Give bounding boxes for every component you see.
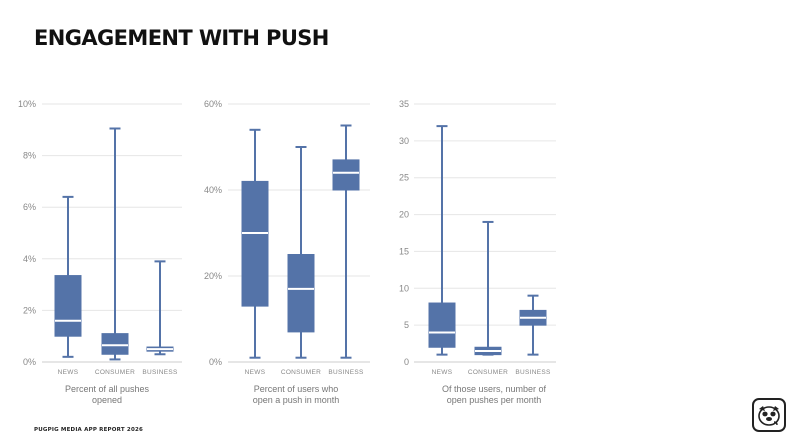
chart-caption: open pushes per month <box>447 395 542 405</box>
y-tick-label: 40% <box>204 185 222 195</box>
y-tick-label: 0% <box>23 357 36 367</box>
chart-caption: Of those users, number of <box>442 384 547 394</box>
box-business <box>332 124 360 359</box>
box-business <box>519 294 547 356</box>
box-iqr <box>332 159 360 191</box>
chart-open-pushes-per-month: 0 5 10 15 20 25 30 35 NEWS CONSUMER BUSINESS Of tho… <box>399 99 556 405</box>
y-tick-label: 0% <box>209 357 222 367</box>
category-label: BUSINESS <box>328 369 364 376</box>
category-label: CONSUMER <box>468 369 508 376</box>
y-tick-label: 15 <box>399 246 409 256</box>
chart-caption: opened <box>92 395 122 405</box>
y-tick-label: 2% <box>23 305 36 315</box>
box-news <box>428 125 456 356</box>
y-tick-label: 8% <box>23 151 36 161</box>
box-iqr <box>428 302 456 348</box>
box-consumer <box>101 127 129 361</box>
y-tick-label: 20 <box>399 210 409 220</box>
category-label: BUSINESS <box>142 369 178 376</box>
pug-icon <box>752 398 786 432</box>
y-tick-label: 60% <box>204 99 222 109</box>
chart-caption: open a push in month <box>253 395 340 405</box>
category-label: NEWS <box>58 369 79 376</box>
y-tick-label: 5 <box>404 320 409 330</box>
y-tick-label: 10 <box>399 283 409 293</box>
category-label: BUSINESS <box>515 369 551 376</box>
y-tick-label: 20% <box>204 271 222 281</box>
box-iqr <box>54 275 82 337</box>
category-label: NEWS <box>245 369 266 376</box>
footer-report-name: PUGPIG MEDIA APP REPORT 2026 <box>34 427 144 433</box>
y-tick-label: 30 <box>399 136 409 146</box>
box-consumer <box>287 146 315 359</box>
chart-caption: Percent of users who <box>254 384 339 394</box>
y-tick-label: 0 <box>404 357 409 367</box>
box-iqr <box>241 180 269 307</box>
box-iqr <box>101 333 129 355</box>
chart-percent-pushes-opened: 0% 2% 4% 6% 8% 10% NEWS CONSUMER BUSINESS Percent… <box>18 99 182 405</box>
page-title: ENGAGEMENT WITH PUSH <box>34 26 329 50</box>
category-label: NEWS <box>432 369 453 376</box>
y-tick-label: 6% <box>23 202 36 212</box>
box-business <box>146 260 174 356</box>
box-iqr <box>287 254 315 333</box>
y-tick-label: 4% <box>23 254 36 264</box>
box-news <box>241 128 269 359</box>
y-tick-label: 10% <box>18 99 36 109</box>
box-consumer <box>474 220 502 356</box>
category-label: CONSUMER <box>95 369 135 376</box>
y-tick-label: 35 <box>399 99 409 109</box>
chart-percent-users-open-push: 0% 20% 40% 60% NEWS CONSUMER BUSINESS Percent o… <box>204 99 370 405</box>
box-news <box>54 195 82 358</box>
y-tick-label: 25 <box>399 173 409 183</box>
category-label: CONSUMER <box>281 369 321 376</box>
chart-caption: Percent of all pushes <box>65 384 150 394</box>
